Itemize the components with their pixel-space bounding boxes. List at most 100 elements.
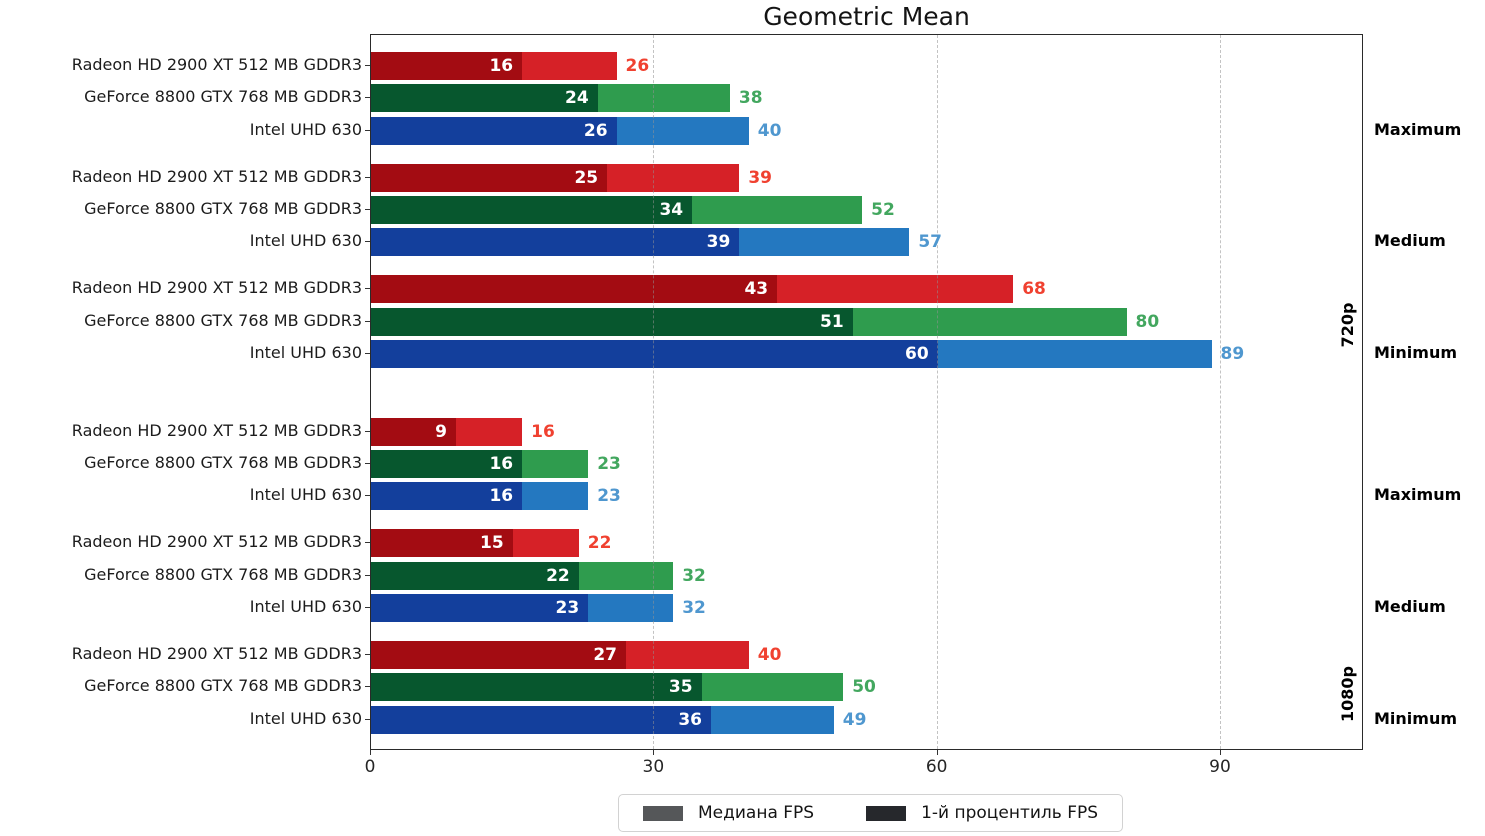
row-label: GeForce 8800 GTX 768 MB GDDR3 — [84, 87, 362, 107]
bar-segment-percentile — [371, 163, 608, 192]
group-label-minimum: Minimum — [1374, 708, 1458, 728]
bar-segment-percentile — [371, 449, 523, 478]
bar-value-percentile: 60 — [904, 344, 929, 364]
bar-segment-percentile — [371, 196, 693, 224]
bar-value-percentile: 51 — [819, 311, 844, 332]
y-tick-mark — [365, 653, 370, 655]
y-tick-mark — [365, 686, 370, 688]
bar-value-median: 57 — [918, 232, 942, 253]
y-tick-mark — [365, 353, 370, 354]
row-label: Radeon HD 2900 XT 512 MB GDDR3 — [71, 643, 362, 663]
row-label: GeForce 8800 GTX 768 MB GDDR3 — [84, 199, 362, 218]
row-label: Intel UHD 630 — [249, 485, 362, 505]
bar-intel: 26 — [371, 116, 749, 145]
bar-value-percentile: 27 — [593, 644, 617, 665]
y-tick-mark — [365, 320, 370, 322]
bar-value-percentile: 35 — [668, 677, 693, 698]
y-tick-mark — [365, 430, 370, 432]
x-tick-mark — [370, 750, 371, 755]
row-label: GeForce 8800 GTX 768 MB GDDR3 — [84, 564, 362, 584]
legend-swatch-percentile-icon — [866, 805, 907, 821]
legend: Медиана FPS 1-й процентиль FPS — [618, 794, 1123, 832]
row-label: Intel UHD 630 — [249, 708, 362, 728]
bar-value-median: 23 — [597, 453, 621, 474]
bar-value-percentile: 16 — [489, 486, 514, 507]
x-tick-label: 60 — [925, 757, 948, 777]
bar-value-median: 32 — [682, 565, 706, 586]
bar-value-median: 16 — [531, 421, 555, 442]
bar-radeon: 15 — [371, 529, 579, 558]
bar-segment-percentile — [371, 705, 711, 734]
group-label-minimum: Minimum — [1374, 343, 1458, 362]
bar-value-median: 23 — [597, 486, 621, 507]
bar-intel: 39 — [371, 228, 910, 257]
bar-intel: 23 — [371, 593, 674, 622]
row-label: Radeon HD 2900 XT 512 MB GDDR3 — [71, 278, 362, 298]
bar-value-median: 68 — [1022, 279, 1046, 300]
legend-item-median: Медиана FPS — [642, 803, 815, 823]
row-label: GeForce 8800 GTX 768 MB GDDR3 — [84, 676, 362, 696]
row-label: Intel UHD 630 — [249, 119, 362, 139]
bar-intel: 16 — [371, 482, 589, 511]
bar-value-percentile: 36 — [678, 709, 702, 730]
row-label: Intel UHD 630 — [249, 596, 362, 616]
row-label: GeForce 8800 GTX 768 MB GDDR3 — [84, 310, 362, 330]
bar-value-percentile: 16 — [489, 453, 514, 474]
bar-value-median: 38 — [738, 88, 763, 109]
bar-radeon: 9 — [371, 417, 523, 446]
bar-value-median: 32 — [682, 597, 706, 618]
y-tick-mark — [365, 129, 370, 131]
x-tick-label: 0 — [364, 757, 376, 777]
bar-segment-percentile — [371, 673, 702, 702]
gridline-60 — [936, 35, 938, 749]
bar-value-median: 50 — [852, 677, 876, 698]
bar-geforce: 51 — [371, 307, 1127, 336]
bar-intel: 36 — [371, 705, 834, 734]
bar-value-percentile: 16 — [489, 56, 514, 76]
bar-value-percentile: 34 — [659, 200, 684, 220]
gridline-30 — [653, 35, 655, 749]
bar-segment-percentile — [371, 561, 579, 590]
bar-segment-percentile — [371, 52, 523, 80]
x-tick-mark — [936, 750, 938, 755]
bar-segment-percentile — [371, 275, 778, 304]
y-tick-mark — [365, 97, 370, 99]
bar-value-median: 40 — [757, 120, 782, 141]
bar-geforce: 22 — [371, 561, 674, 590]
row-label: Radeon HD 2900 XT 512 MB GDDR3 — [71, 532, 362, 552]
section-label-720p: 720p — [1337, 302, 1357, 348]
x-tick-label: 30 — [642, 757, 665, 777]
row-label: Radeon HD 2900 XT 512 MB GDDR3 — [71, 166, 362, 186]
bar-segment-percentile — [371, 593, 589, 622]
bar-geforce: 34 — [371, 196, 863, 224]
bar-value-median: 22 — [587, 533, 612, 554]
y-tick-mark — [365, 65, 370, 66]
bar-segment-percentile — [371, 228, 740, 257]
bar-segment-percentile — [371, 482, 523, 511]
bar-intel: 60 — [371, 340, 1212, 368]
row-label: GeForce 8800 GTX 768 MB GDDR3 — [84, 452, 362, 472]
bar-value-median: 89 — [1220, 344, 1245, 364]
bar-value-median: 26 — [625, 56, 650, 76]
bar-value-median: 39 — [748, 167, 772, 188]
y-tick-mark — [365, 718, 370, 720]
bar-value-percentile: 23 — [555, 597, 580, 618]
plot-area: 16 26 24 38 26 40 25 39 34 52 39 57 43 68 51 80 60 89 9 16 1… — [370, 34, 1363, 750]
group-label-medium: Medium — [1374, 596, 1446, 616]
gridline-90 — [1220, 35, 1221, 749]
y-tick-mark — [365, 241, 370, 243]
bar-value-percentile: 26 — [583, 120, 608, 141]
bar-geforce: 16 — [371, 449, 589, 478]
bar-geforce: 35 — [371, 673, 844, 702]
bar-value-percentile: 39 — [706, 232, 731, 253]
legend-label-median: Медиана FPS — [697, 803, 815, 823]
row-label: Radeon HD 2900 XT 512 MB GDDR3 — [71, 55, 362, 74]
group-label-maximum: Maximum — [1374, 119, 1462, 139]
chart-title: Geometric Mean — [763, 2, 970, 31]
row-label: Intel UHD 630 — [249, 231, 362, 251]
y-tick-mark — [365, 209, 370, 210]
bar-geforce: 24 — [371, 84, 730, 113]
legend-swatch-median-icon — [642, 805, 683, 821]
bar-segment-percentile — [371, 417, 456, 446]
